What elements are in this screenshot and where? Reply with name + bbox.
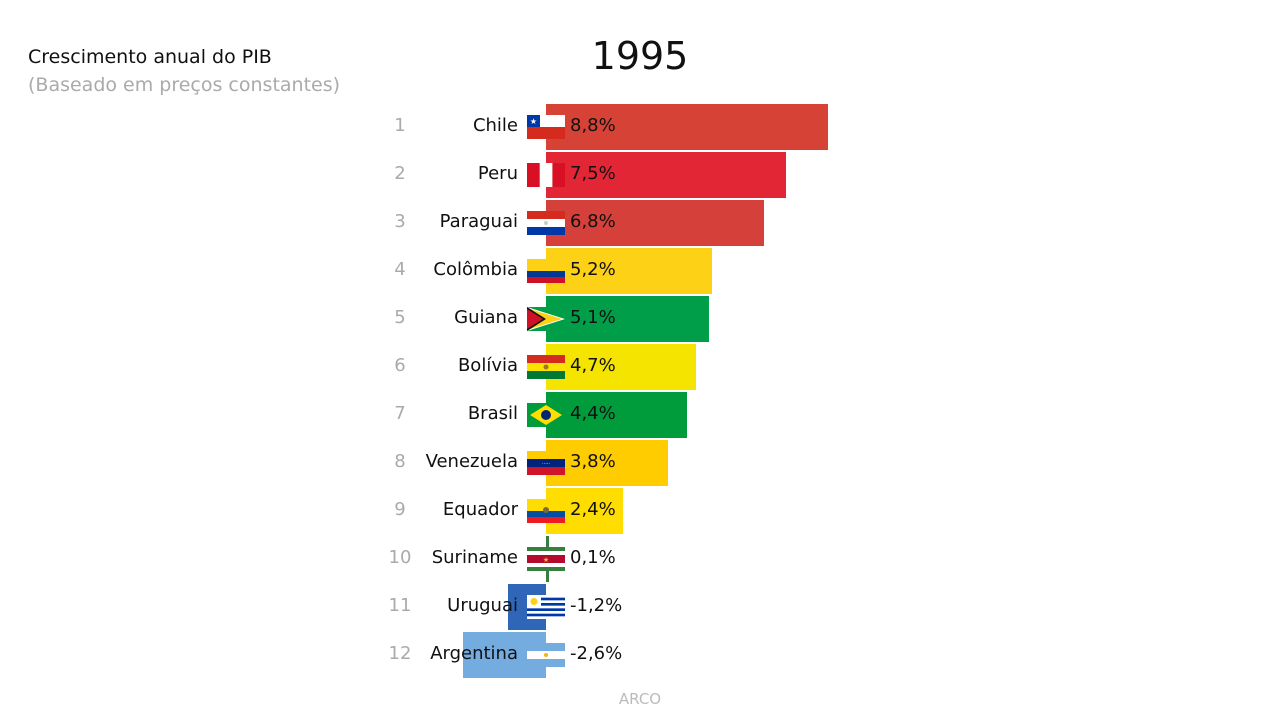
value-label: 5,2% [570, 259, 616, 280]
chart-subtitle: (Baseado em preços constantes) [28, 74, 341, 96]
value-label: 3,8% [570, 451, 616, 472]
value-label: 6,8% [570, 211, 616, 232]
svg-text:★: ★ [530, 117, 537, 126]
bar-peru [546, 152, 786, 198]
flag-colombia-icon [527, 259, 565, 283]
rank-label: 9 [394, 499, 406, 520]
category-label: Venezuela [425, 451, 518, 472]
category-label: Equador [442, 499, 518, 520]
bar-guiana [546, 296, 710, 342]
category-label: Uruguai [447, 595, 518, 616]
value-label: 4,4% [570, 403, 616, 424]
bar-chile [546, 104, 828, 150]
chart-title: Crescimento anual do PIB [28, 46, 272, 68]
bar-brasil [546, 392, 687, 438]
value-label: 2,4% [570, 499, 616, 520]
flag-guiana-icon [527, 307, 565, 331]
flag-paraguai-icon [527, 211, 565, 236]
rank-label: 11 [388, 595, 412, 616]
rank-label: 7 [394, 403, 406, 424]
flag-venezuela-icon: ····· [527, 451, 565, 476]
rank-label: 5 [394, 307, 406, 328]
flag-chile-icon: ★ [527, 115, 565, 139]
value-label: 7,5% [570, 163, 616, 184]
category-label: Chile [472, 115, 518, 136]
rank-label: 6 [394, 355, 406, 376]
category-label: Bolívia [457, 355, 518, 376]
flag-brasil-icon [527, 403, 565, 427]
category-label: Argentina [430, 643, 518, 664]
bar-colombia [546, 248, 713, 294]
rank-label: 12 [388, 643, 412, 664]
category-label: Suriname [431, 547, 518, 568]
flag-bolivia-icon [527, 355, 565, 380]
source-label: ARCO [618, 690, 662, 708]
bar-bolivia [546, 344, 697, 390]
flag-equador-icon [527, 499, 565, 523]
rank-label: 10 [388, 547, 412, 568]
value-label: -1,2% [570, 595, 623, 616]
rank-label: 4 [394, 259, 406, 280]
rank-label: 1 [394, 115, 406, 136]
svg-text:·····: ····· [542, 461, 550, 467]
category-label: Paraguai [439, 211, 518, 232]
category-label: Peru [477, 163, 518, 184]
rank-label: 2 [394, 163, 406, 184]
category-label: Brasil [467, 403, 518, 424]
flag-uruguai-icon [527, 595, 565, 620]
svg-text:★: ★ [543, 556, 549, 564]
flag-suriname-icon: ★ [527, 547, 565, 572]
value-label: 0,1% [570, 547, 616, 568]
value-label: -2,6% [570, 643, 623, 664]
category-label: Guiana [454, 307, 518, 328]
rank-label: 8 [394, 451, 406, 472]
value-label: 4,7% [570, 355, 616, 376]
year-label: 1995 [591, 34, 689, 78]
rank-label: 3 [394, 211, 406, 232]
value-label: 5,1% [570, 307, 616, 328]
bar-venezuela [546, 440, 668, 486]
category-label: Colômbia [433, 259, 518, 280]
value-label: 8,8% [570, 115, 616, 136]
bar-paraguai [546, 200, 764, 246]
flag-argentina-icon [527, 643, 565, 668]
flag-peru-icon [527, 163, 565, 187]
